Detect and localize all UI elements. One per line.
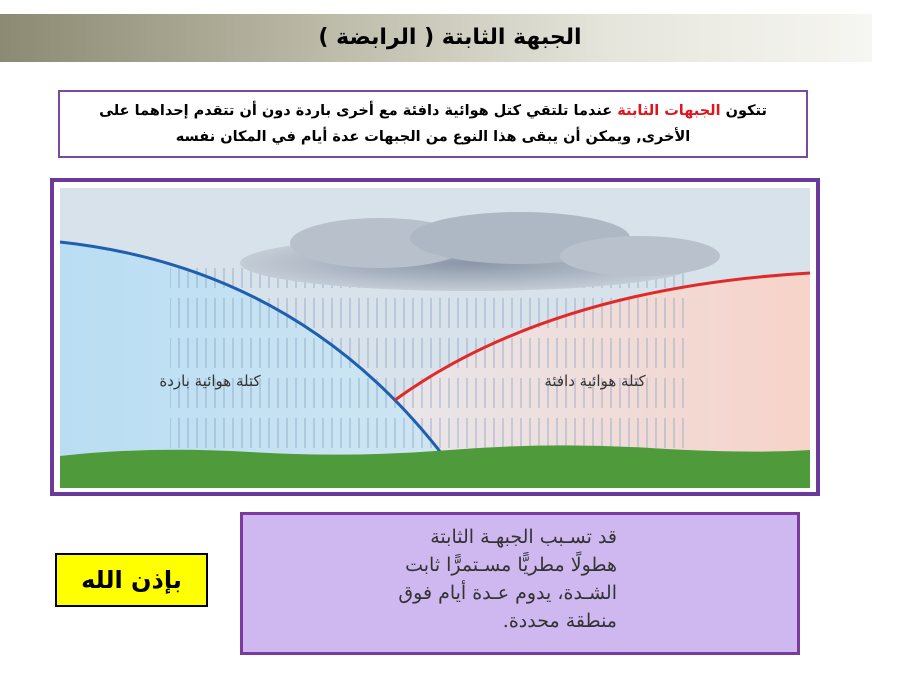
front-diagram: كتلة هوائية باردة كتلة هوائية دافئة: [50, 178, 820, 496]
intro-box: تتكون الجبهات الثابتة عندما تلتقي كتل هو…: [58, 90, 808, 158]
intro-highlight: الجبهات الثابتة: [617, 103, 721, 119]
note-line: الشـدة، يدوم عـدة أيام فوق: [398, 582, 617, 604]
note-line: منطقة محددة.: [502, 610, 617, 632]
badge: بإذن الله: [55, 553, 208, 607]
warm-front-line: [394, 271, 811, 402]
cold-front-line: [59, 240, 447, 459]
ground: [60, 445, 810, 488]
note-line: قد تسـبب الجبهـة الثابتة: [430, 526, 617, 548]
intro-text: تتكون: [720, 103, 767, 119]
note-box: قد تسـبب الجبهـة الثابتة هطولًا مطريًّا …: [240, 512, 800, 655]
title: الجبهة الثابتة ( الرابضة ): [318, 25, 582, 50]
cold-label: كتلة هوائية باردة: [159, 372, 261, 390]
title-bar: [0, 14, 872, 62]
cloud: [240, 212, 720, 291]
note-line: هطولًا مطريًّا مسـتمرًّا ثابت: [405, 554, 617, 576]
warm-label: كتلة هوائية دافئة: [544, 372, 646, 390]
intro-text: عندما تلتقي كتل هوائية دافئة مع أخرى بار…: [99, 103, 691, 145]
